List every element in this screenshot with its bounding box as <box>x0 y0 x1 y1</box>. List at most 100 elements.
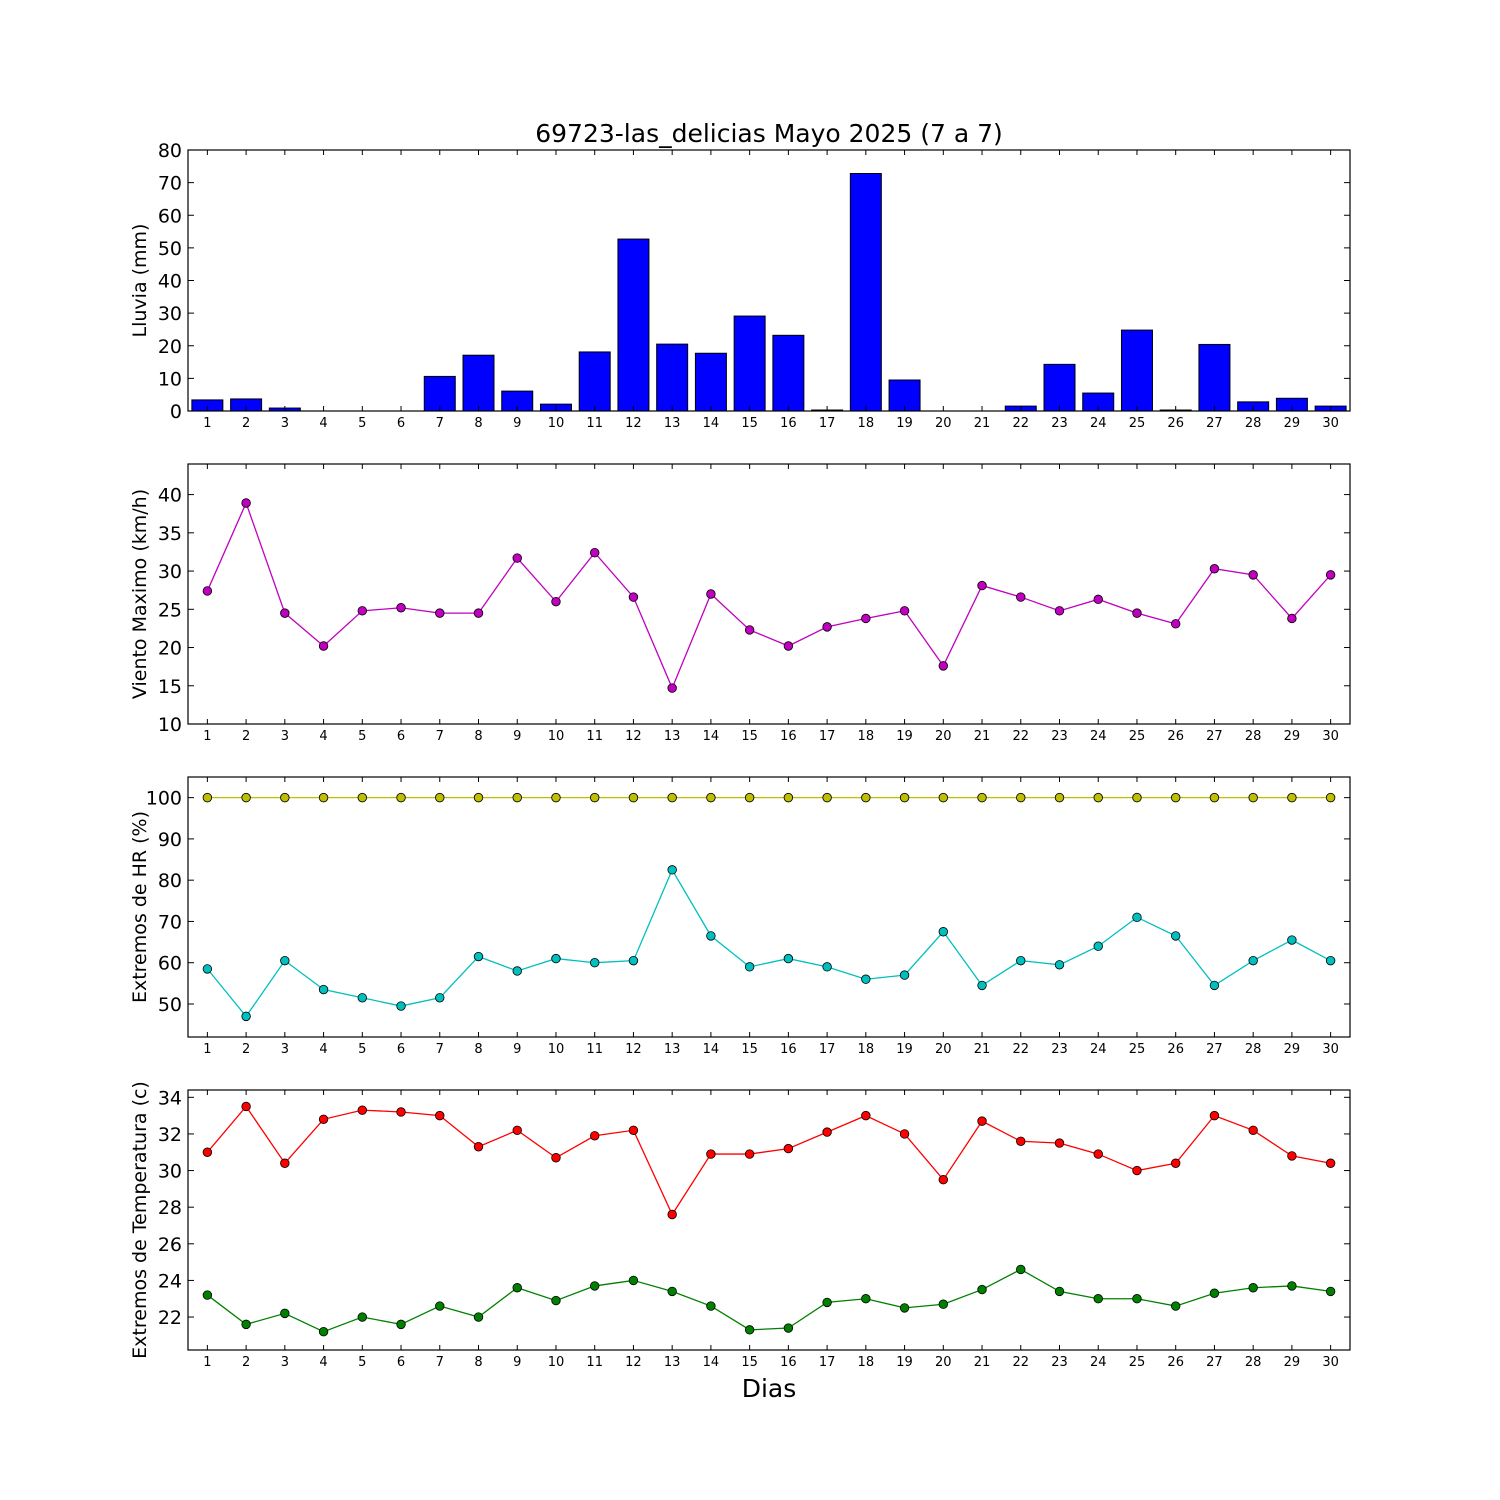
rain-panel: 1 2 3 4 5 6 7 8 9 10 11 12 13 14 15 16 17 18 19 20 21 22 23 24 2… <box>129 140 1351 431</box>
x-tick-label: 24 <box>1090 1355 1107 1370</box>
wind-max-point-day-28 <box>1248 570 1258 580</box>
x-tick-label: 6 <box>397 729 405 744</box>
hr-max-point-day-1 <box>202 792 213 803</box>
y-tick-label: 40 <box>158 485 182 507</box>
rain-bar-day-8 <box>462 354 495 412</box>
x-tick-label: 3 <box>281 729 289 744</box>
hr-min-point-day-12 <box>628 955 639 966</box>
temp-max-point-day-26 <box>1170 1158 1181 1168</box>
temp-max-point-day-14 <box>706 1149 716 1159</box>
temp-max-point-day-12 <box>628 1125 639 1135</box>
y-tick-label: 20 <box>158 336 182 358</box>
x-tick-label: 9 <box>513 1355 521 1370</box>
x-tick-label: 15 <box>741 729 758 744</box>
hr-max-point-day-3 <box>280 792 290 803</box>
x-tick-label: 20 <box>935 1355 952 1370</box>
x-tick-label: 17 <box>819 1355 836 1370</box>
plot-area <box>188 464 1350 724</box>
temp-max-point-day-13 <box>667 1209 677 1220</box>
hr-max-point-day-13 <box>667 792 677 803</box>
hr-max-point-day-20 <box>938 792 949 803</box>
x-tick-label: 9 <box>513 1042 521 1057</box>
x-tick-label: 6 <box>397 1042 405 1057</box>
plot-area <box>188 1090 1350 1350</box>
hr-max-point-day-29 <box>1287 792 1297 803</box>
x-tick-label: 28 <box>1245 1042 1262 1057</box>
y-tick-label: 25 <box>158 599 182 621</box>
x-tick-label: 23 <box>1051 1042 1068 1057</box>
x-tick-label: 16 <box>780 416 797 431</box>
y-tick-label: 80 <box>158 140 182 162</box>
humidity-panel: 1 2 3 4 5 6 7 8 9 10 11 12 13 14 15 16 17 18 19 20 21 22 23 24 2… <box>129 776 1351 1057</box>
temp-min-point-day-24 <box>1093 1294 1103 1304</box>
wind-max-point-day-18 <box>861 613 871 624</box>
y-tick-label: 60 <box>158 953 182 975</box>
x-tick-label: 11 <box>586 1355 603 1370</box>
hr-max-point-day-5 <box>357 792 368 803</box>
x-tick-label: 17 <box>819 729 836 744</box>
temp-max-point-day-29 <box>1287 1151 1297 1161</box>
temp-min-point-day-9 <box>512 1283 522 1293</box>
y-tick-label: 24 <box>158 1270 182 1292</box>
hr-max-point-day-16 <box>783 792 794 803</box>
wind-max-point-day-11 <box>590 548 600 558</box>
x-tick-label: 14 <box>703 416 720 431</box>
hr-max-point-day-30 <box>1325 792 1336 803</box>
wind-max-point-day-2 <box>241 498 251 508</box>
hr-min-point-day-15 <box>744 962 755 972</box>
x-tick-label: 5 <box>358 1355 366 1370</box>
x-tick-label: 12 <box>625 1355 642 1370</box>
y-axis-label: Lluvia (mm) <box>129 224 151 338</box>
hr-min-point-day-11 <box>590 958 600 968</box>
hr-max-point-day-12 <box>628 792 639 803</box>
wind-max-point-day-15 <box>744 625 755 635</box>
x-tick-label: 27 <box>1206 729 1223 744</box>
x-tick-label: 8 <box>474 1042 482 1057</box>
hr-min-point-day-27 <box>1209 980 1220 991</box>
hr-max-point-day-9 <box>512 792 522 803</box>
x-tick-label: 11 <box>586 1042 603 1057</box>
x-tick-label: 3 <box>281 1042 289 1057</box>
wind-max-point-day-3 <box>280 608 290 618</box>
wind-max-point-day-19 <box>899 606 910 616</box>
hr-min-point-day-20 <box>938 927 949 937</box>
x-tick-label: 1 <box>203 729 211 744</box>
hr-min-point-day-24 <box>1093 941 1103 951</box>
temp-max-point-day-10 <box>551 1153 561 1163</box>
x-tick-label: 15 <box>741 416 758 431</box>
temp-max-point-day-22 <box>1016 1136 1026 1146</box>
x-tick-label: 6 <box>397 416 405 431</box>
x-tick-label: 22 <box>1012 1042 1029 1057</box>
x-tick-label: 18 <box>858 416 875 431</box>
x-tick-label: 7 <box>436 729 444 744</box>
hr-min-point-day-17 <box>822 962 832 972</box>
hr-min-point-day-25 <box>1132 912 1142 923</box>
wind-max-point-day-5 <box>357 606 368 616</box>
temp-max-point-day-11 <box>590 1131 600 1141</box>
x-tick-label: 8 <box>474 729 482 744</box>
wind-max-point-day-4 <box>318 641 329 651</box>
temp-max-point-day-23 <box>1054 1138 1065 1148</box>
x-tick-label: 2 <box>242 1355 250 1370</box>
temp-min-point-day-26 <box>1170 1301 1181 1311</box>
hr-max-point-day-6 <box>396 792 406 803</box>
y-tick-label: 10 <box>158 714 182 736</box>
temp-max-point-day-4 <box>318 1114 329 1125</box>
wind-max-point-day-25 <box>1132 608 1142 618</box>
temp-min-point-day-8 <box>473 1312 484 1322</box>
x-tick-label: 13 <box>664 1042 681 1057</box>
temp-max-point-day-3 <box>280 1158 290 1168</box>
x-tick-label: 26 <box>1167 416 1184 431</box>
y-tick-label: 90 <box>158 829 182 851</box>
x-tick-label: 7 <box>436 416 444 431</box>
x-tick-label: 4 <box>319 1042 327 1057</box>
hr-max-point-day-23 <box>1054 792 1065 803</box>
rain-bar-day-15 <box>733 315 766 412</box>
x-tick-label: 11 <box>586 729 603 744</box>
x-tick-label: 10 <box>548 1355 565 1370</box>
x-tick-label: 27 <box>1206 1042 1223 1057</box>
temp-max-point-day-17 <box>822 1127 832 1137</box>
x-tick-label: 10 <box>548 729 565 744</box>
temp-min-point-day-23 <box>1054 1286 1065 1297</box>
temp-max-point-day-24 <box>1093 1149 1103 1159</box>
